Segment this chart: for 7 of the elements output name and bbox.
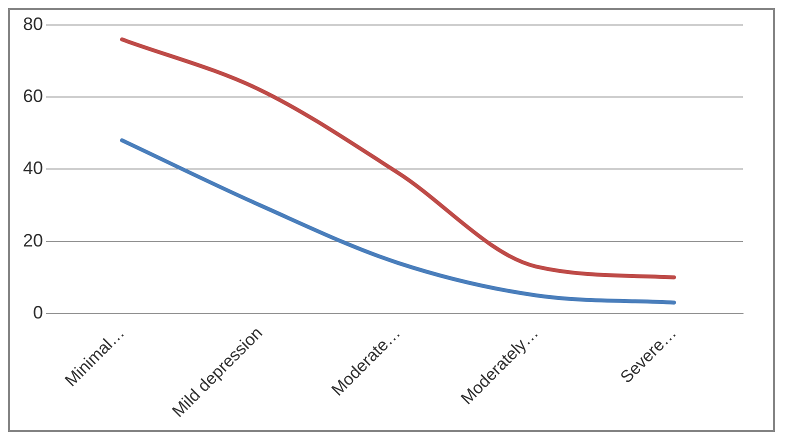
line-series: [120, 37, 676, 280]
y-tick-label: 0: [33, 302, 44, 322]
y-tick-label: 80: [22, 14, 44, 34]
y-tick-label: 60: [22, 86, 44, 106]
y-tick-label: 40: [22, 158, 44, 178]
y-tick-label: 20: [22, 230, 44, 250]
line-series: [120, 138, 676, 305]
